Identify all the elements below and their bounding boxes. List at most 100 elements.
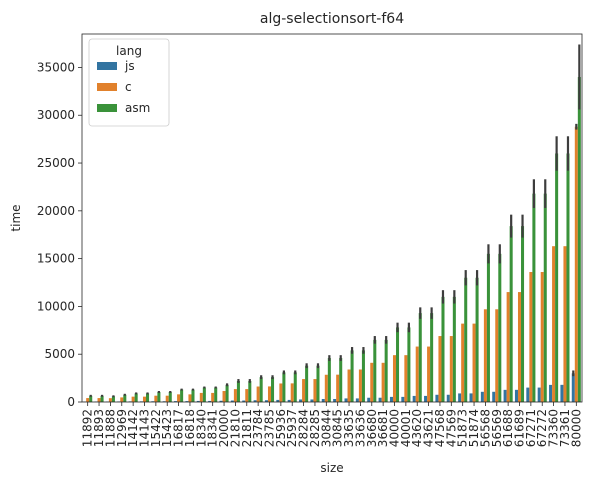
bar-asm [396, 327, 400, 402]
bar-asm [305, 365, 309, 402]
bar-c [131, 396, 135, 402]
legend-label-asm: asm [125, 101, 150, 115]
bar-asm [361, 350, 365, 402]
x-tick-label: 30845 [331, 409, 345, 447]
bar-js [242, 400, 246, 402]
bar-asm [441, 296, 445, 402]
x-tick-label: 16817 [172, 409, 186, 447]
bar-c [256, 386, 260, 402]
bar-c [211, 392, 215, 402]
bar-c [302, 379, 306, 402]
bar-asm [180, 389, 184, 402]
bar-asm [521, 226, 525, 402]
bar-js [401, 396, 405, 402]
x-tick-label: 36681 [376, 409, 390, 447]
bar-c [233, 389, 237, 402]
bar-asm [157, 391, 161, 402]
legend-swatch-asm [97, 104, 117, 112]
legend-label-c: c [125, 80, 132, 94]
x-tick-label: 67271 [524, 409, 538, 447]
bar-c [483, 309, 487, 402]
x-tick-label: 43620 [410, 409, 424, 447]
bar-asm [259, 377, 263, 402]
bar-asm [282, 372, 286, 402]
x-tick-label: 73360 [547, 409, 561, 447]
bar-js [321, 398, 325, 402]
bar-asm [134, 393, 138, 402]
bar-c [108, 398, 112, 402]
bar-asm [191, 389, 195, 402]
bar-js [196, 400, 200, 402]
bar-asm [202, 387, 206, 402]
x-tick-label: 20000 [217, 409, 231, 447]
bar-c [199, 392, 203, 402]
legend-label-js: js [124, 59, 135, 73]
bar-c [506, 292, 510, 402]
bar-js [514, 389, 518, 402]
x-tick-label: 28285 [308, 409, 322, 447]
bar-asm [373, 339, 377, 402]
x-tick-label: 47568 [433, 409, 447, 447]
bar-asm [293, 372, 297, 402]
bar-js [355, 398, 359, 402]
bar-asm [475, 277, 479, 402]
bar-asm [452, 296, 456, 402]
x-tick-label: 40000 [388, 409, 402, 447]
x-tick-label: 40001 [399, 409, 413, 447]
bar-asm [407, 327, 411, 402]
y-tick-label: 25000 [37, 156, 75, 170]
bar-asm [532, 193, 536, 402]
bar-js [571, 373, 575, 402]
bar-asm [100, 395, 104, 402]
bar-asm [146, 393, 150, 402]
bar-asm [464, 277, 468, 402]
bar-c [461, 323, 465, 402]
x-tick-label: 56569 [490, 409, 504, 447]
bar-js [264, 400, 268, 402]
bar-c [449, 336, 453, 402]
bar-js [219, 400, 223, 402]
bar-c [97, 398, 101, 402]
bar-c [517, 292, 522, 402]
bar-c [392, 355, 397, 402]
bar-c [381, 362, 385, 402]
bar-js [333, 398, 337, 402]
bar-js [344, 398, 348, 402]
bar-c [245, 389, 249, 402]
bar-js [503, 389, 507, 402]
y-tick-label: 30000 [37, 108, 75, 122]
bar-c [370, 362, 374, 402]
bar-asm [236, 380, 240, 402]
bar-js [174, 401, 178, 402]
bar-c [574, 126, 578, 402]
x-tick-label: 30844 [319, 409, 333, 447]
x-tick-label: 23785 [263, 409, 277, 447]
bar-js [446, 394, 450, 402]
x-tick-label: 51873 [456, 409, 470, 447]
bar-js [560, 384, 564, 402]
bar-asm [168, 391, 172, 402]
bar-c [438, 336, 442, 402]
x-tick-label: 15422 [149, 409, 163, 447]
x-tick-label: 33636 [353, 409, 367, 447]
bar-c [324, 374, 328, 402]
x-tick-label: 15423 [160, 409, 174, 447]
y-tick-label: 35000 [37, 60, 75, 74]
bar-asm [384, 339, 388, 402]
x-tick-label: 47569 [444, 409, 458, 447]
x-tick-label: 25937 [285, 409, 299, 447]
x-tick-label: 25936 [274, 409, 288, 447]
x-tick-label: 23784 [251, 409, 265, 447]
bar-c [222, 391, 226, 402]
plot-frame [81, 33, 583, 403]
bar-asm [498, 253, 502, 402]
bar-c [415, 346, 419, 402]
x-tick-label: 33635 [342, 409, 356, 447]
bar-asm [577, 77, 581, 402]
bar-asm [566, 153, 570, 402]
x-tick-label: 21811 [240, 409, 254, 447]
bar-js [378, 397, 382, 402]
bar-asm [555, 153, 559, 402]
legend-title: lang [116, 44, 142, 58]
